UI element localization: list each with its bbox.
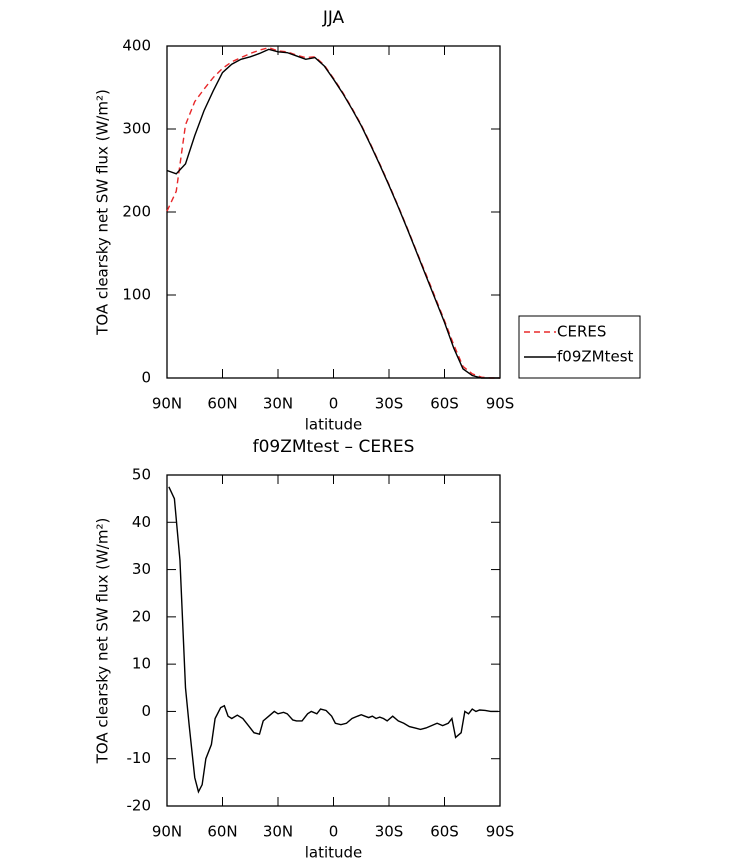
y-tick-label: 100: [122, 286, 151, 304]
y-tick-label: 300: [122, 120, 151, 138]
y-tick-label: 0: [141, 702, 151, 720]
y-tick-label: -20: [127, 797, 152, 815]
chart-title: JJA: [322, 8, 345, 28]
y-tick-label: 40: [132, 513, 151, 531]
x-tick-label: 90N: [152, 395, 182, 413]
y-tick-label: 50: [132, 466, 151, 484]
x-tick-label: 60N: [207, 823, 237, 841]
x-tick-label: 90S: [486, 823, 515, 841]
y-axis-label: TOA clearsky net SW flux (W/m²): [94, 89, 112, 336]
y-tick-label: -10: [127, 749, 152, 767]
x-axis-label: latitude: [305, 416, 363, 434]
x-tick-label: 60N: [207, 395, 237, 413]
legend-box: [518, 315, 641, 379]
chart-title: f09ZMtest – CERES: [253, 437, 415, 457]
x-axis-label: latitude: [305, 844, 363, 862]
x-tick-label: 90S: [486, 395, 515, 413]
x-tick-label: 0: [329, 395, 339, 413]
x-tick-label: 30N: [263, 395, 293, 413]
x-tick-label: 30N: [263, 823, 293, 841]
y-tick-label: 10: [132, 655, 151, 673]
y-tick-label: 200: [122, 203, 151, 221]
x-tick-label: 90N: [152, 823, 182, 841]
plot-frame: [166, 474, 501, 807]
y-tick-label: 400: [122, 37, 151, 55]
data-line: [166, 46, 500, 379]
plot-frame: [166, 45, 501, 379]
x-tick-label: 60S: [430, 823, 459, 841]
legend-label: CERES: [557, 323, 606, 341]
y-tick-label: 20: [132, 607, 151, 625]
x-tick-label: 60S: [430, 395, 459, 413]
y-axis-label: TOA clearsky net SW flux (W/m²): [94, 518, 112, 765]
x-tick-label: 30S: [375, 823, 404, 841]
y-tick-label: 30: [132, 560, 151, 578]
x-tick-label: 0: [329, 823, 339, 841]
x-tick-label: 30S: [375, 395, 404, 413]
data-line: [168, 486, 499, 794]
legend-label: f09ZMtest: [557, 348, 634, 366]
y-tick-label: 0: [141, 369, 151, 387]
data-line: [166, 48, 500, 379]
